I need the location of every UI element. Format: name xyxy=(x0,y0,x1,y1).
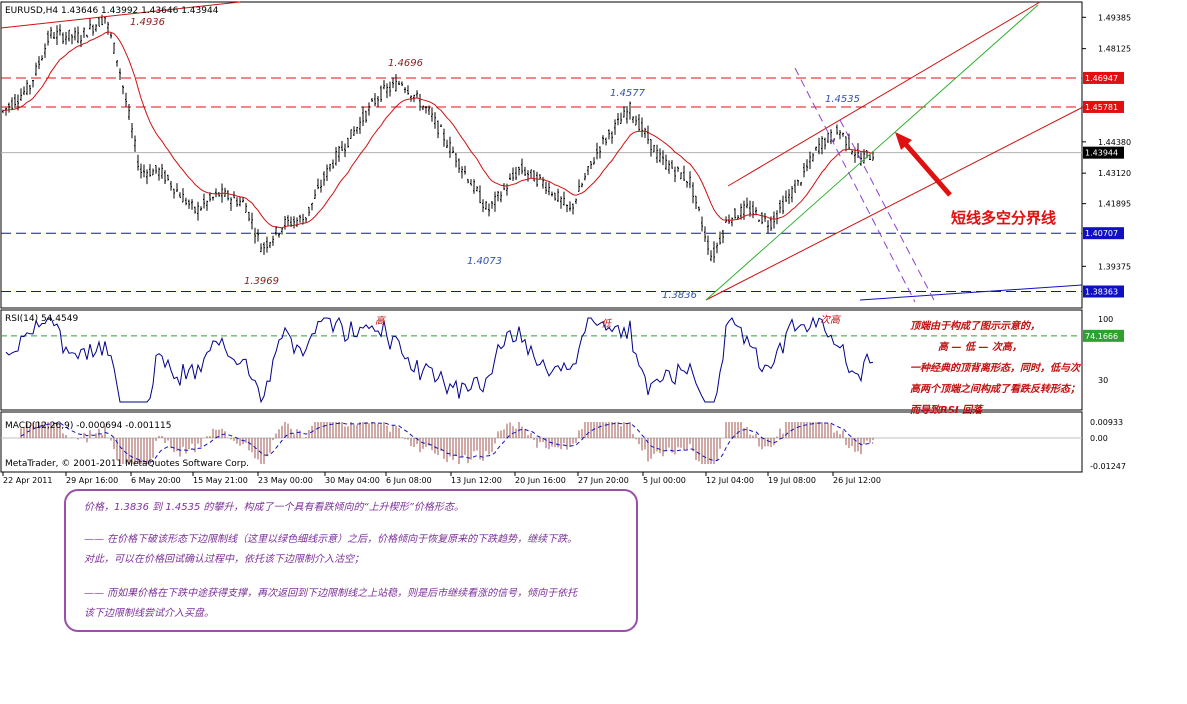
rsi-line xyxy=(5,316,874,404)
price-label: 1.3836 xyxy=(662,290,697,301)
rsi-tick-label: 30 xyxy=(1098,376,1108,385)
x-axis-label: 12 Jul 04:00 xyxy=(706,476,754,485)
y-tick-label: 1.48125 xyxy=(1098,45,1131,54)
price-label: 1.3969 xyxy=(244,276,279,287)
x-axis-label: 15 May 21:00 xyxy=(193,476,248,485)
symbol-header: EURUSD,H4 1.43646 1.43992 1.43646 1.4394… xyxy=(5,6,219,16)
price-panel xyxy=(0,1,1083,309)
y-tick-label: 1.49385 xyxy=(1098,13,1131,22)
macd-panel xyxy=(0,411,1083,473)
rsi-title: RSI(14) 54.4549 xyxy=(5,314,78,324)
trend-line xyxy=(0,1,241,29)
price-marker-label: 1.45781 xyxy=(1085,103,1118,112)
callout-divider-text: 短线多空分界线 xyxy=(951,209,1057,227)
price-label: 1.4936 xyxy=(130,17,165,28)
trend-line xyxy=(859,284,1083,301)
price-label: 1.4535 xyxy=(825,94,860,105)
rsi-marker xyxy=(1083,329,1124,342)
x-axis-label: 6 Jun 08:00 xyxy=(386,476,432,485)
price-marker-label: 1.38363 xyxy=(1085,288,1118,297)
y-tick-label: 1.39375 xyxy=(1098,262,1131,271)
price-marker xyxy=(1083,146,1124,159)
trend-line xyxy=(794,67,916,303)
rsi-tick-label: 100 xyxy=(1098,315,1113,324)
trend-line xyxy=(839,119,936,303)
price-marker xyxy=(1083,100,1124,113)
side-annotation-line: 高 — 低 — 次高， xyxy=(938,342,1022,353)
price-marker xyxy=(1083,71,1124,84)
macd-tick-label: 0.00933 xyxy=(1090,418,1123,427)
x-axis-label: 5 Jul 00:00 xyxy=(643,476,686,485)
side-annotation-line: 高两个顶端之间构成了看跌反转形态； xyxy=(910,384,1080,395)
price-layer: 1.49385 1.48125 1.44380 1.43120 1.41895 1.393… xyxy=(0,1,1131,303)
macd-layer: 0.00933 0.00 -0.01247 xyxy=(1,418,1126,471)
side-annotation-line: 顶端由于构成了图示示意的， xyxy=(910,321,1040,332)
trend-line xyxy=(705,4,1039,301)
price-marker-label: 1.40707 xyxy=(1085,229,1118,238)
side-annotation-line: 一种经典的顶背离形态，同时，低与次 xyxy=(910,363,1080,374)
y-tick-label: 1.41895 xyxy=(1098,200,1131,209)
x-axis-label: 29 Apr 16:00 xyxy=(66,476,118,485)
analysis-note-box: 价格，1.3836 到 1.4535 的攀升，构成了一个具有看跌倾向的“上升楔形… xyxy=(64,489,638,632)
x-axis-label: 26 Jul 12:00 xyxy=(833,476,881,485)
price-label: 1.4696 xyxy=(388,58,423,69)
arrow-head xyxy=(895,132,912,150)
macd-title: MACD(12,26,9) -0.000694 -0.001115 xyxy=(5,421,171,431)
price-marker-label: 1.43944 xyxy=(1085,149,1118,158)
note-line: —— 而如果价格在下跌中途获得支撑，再次返回到下边限制线之上站稳，则是后市继续看… xyxy=(84,588,578,599)
trend-line xyxy=(727,1,1041,187)
rsi-layer: 100 30 74.1666 高 低 次高 xyxy=(1,314,1124,404)
rsi-marker-label: 74.1666 xyxy=(1085,332,1118,341)
note-line: 该下边限制线尝试介入买盘。 xyxy=(84,608,214,619)
x-axis-label: 30 May 04:00 xyxy=(325,476,380,485)
side-annotation: 顶端由于构成了图示示意的， 高 — 低 — 次高， 一种经典的顶背离形态，同时，… xyxy=(910,316,1140,421)
arrow-shaft xyxy=(900,138,952,197)
trend-line xyxy=(705,105,1086,301)
x-axis-label: 6 May 20:00 xyxy=(131,476,181,485)
copyright: MetaTrader, © 2001-2011 MetaQuotes Softw… xyxy=(5,459,249,469)
price-label: 1.4073 xyxy=(467,256,502,267)
y-tick-label: 1.43120 xyxy=(1098,169,1131,178)
x-axis-label: 13 Jun 12:00 xyxy=(451,476,502,485)
rsi-peak-label: 低 xyxy=(601,318,613,330)
price-marker-label: 1.46947 xyxy=(1085,74,1118,83)
side-annotation-line: 而导致RSI 回落 xyxy=(910,405,983,416)
x-axis-label: 22 Apr 2011 xyxy=(3,476,52,485)
price-label: 1.4577 xyxy=(610,88,646,99)
price-marker xyxy=(1083,227,1124,240)
note-line: 价格，1.3836 到 1.4535 的攀升，构成了一个具有看跌倾向的“上升楔形… xyxy=(84,502,464,513)
macd-tick-label: 0.00 xyxy=(1090,434,1108,443)
rsi-peak-label: 次高 xyxy=(820,314,842,326)
macd-signal-line xyxy=(20,422,874,463)
rsi-panel xyxy=(0,309,1083,411)
note-line: —— 在价格下破该形态下边限制线（这里以绿色细线示意）之后，价格倾向于恢复原来的… xyxy=(84,534,578,545)
labels-layer: 1.4936 1.4696 1.4577 1.4535 1.3969 1.4073 1.38… xyxy=(2,17,881,485)
rsi-peak-label: 高 xyxy=(375,315,387,327)
price-marker xyxy=(1083,285,1124,298)
x-axis-label: 20 Jun 16:00 xyxy=(515,476,566,485)
y-tick-label: 1.44380 xyxy=(1098,138,1131,147)
x-axis-label: 27 Jun 20:00 xyxy=(578,476,629,485)
note-line: 对此，可以在价格回试确认过程中，依托该下边限制介入沽空； xyxy=(84,554,364,565)
x-axis-label: 23 May 00:00 xyxy=(258,476,313,485)
macd-tick-label: -0.01247 xyxy=(1090,462,1126,471)
x-axis-label: 19 Jul 08:00 xyxy=(768,476,816,485)
moving-average-line xyxy=(2,31,874,229)
